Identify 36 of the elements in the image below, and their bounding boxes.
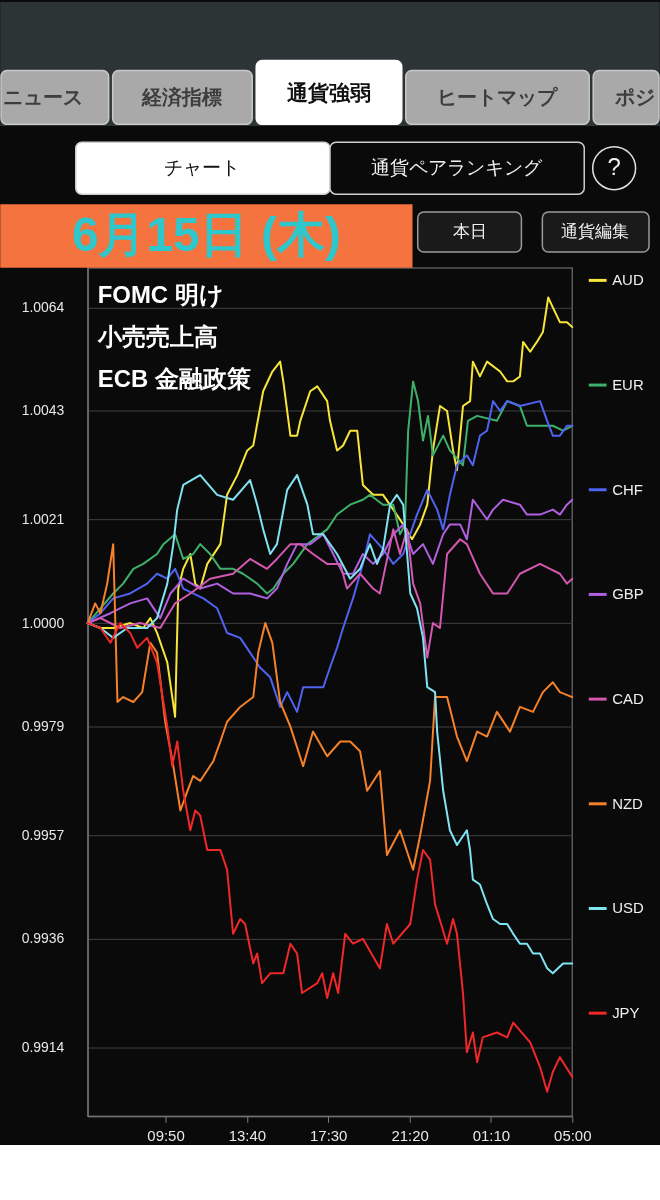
y-tick-label: 1.0000 xyxy=(21,614,65,631)
legend-label: CHF xyxy=(612,480,643,498)
text: ? xyxy=(607,153,621,181)
legend-label: EUR xyxy=(612,376,644,394)
annotation: 小売売上高 xyxy=(96,322,218,350)
y-tick-label: 0.9914 xyxy=(21,1038,65,1055)
annotation: FOMC 明け xyxy=(97,280,224,308)
text: ニュース xyxy=(2,86,83,109)
legend-label: GBP xyxy=(612,585,644,603)
legend-label: AUD xyxy=(612,271,644,289)
text: ポジ xyxy=(614,86,656,109)
y-tick-label: 0.9979 xyxy=(21,718,65,735)
x-tick-label: 17:30 xyxy=(310,1126,348,1144)
text: 通貨ペアランキング xyxy=(371,157,544,179)
y-tick-label: 0.9936 xyxy=(21,930,65,947)
text: 経済指標 xyxy=(141,86,223,109)
text: 通貨強弱 xyxy=(286,81,371,106)
x-tick-label: 05:00 xyxy=(554,1126,592,1144)
legend-label: CAD xyxy=(612,690,644,708)
x-tick-label: 01:10 xyxy=(472,1126,511,1144)
chart-title: 6月15日 (木) xyxy=(71,207,341,261)
annotation: ECB 金融政策 xyxy=(97,364,251,392)
text: 通貨編集 xyxy=(561,222,630,242)
text: チャート xyxy=(164,157,241,179)
legend-label: USD xyxy=(612,899,644,917)
y-tick-label: 1.0043 xyxy=(21,402,65,419)
x-tick-label: 09:50 xyxy=(147,1126,185,1144)
y-tick-label: 1.0021 xyxy=(21,510,65,527)
text: 本日 xyxy=(452,222,487,242)
legend-label: JPY xyxy=(612,1004,640,1022)
text: ヒートマップ xyxy=(437,86,559,109)
x-tick-label: 13:40 xyxy=(228,1126,267,1144)
y-tick-label: 1.0064 xyxy=(21,298,65,315)
legend-label: NZD xyxy=(612,794,644,812)
y-tick-label: 0.9957 xyxy=(21,826,65,843)
x-tick-label: 21:20 xyxy=(391,1126,429,1144)
